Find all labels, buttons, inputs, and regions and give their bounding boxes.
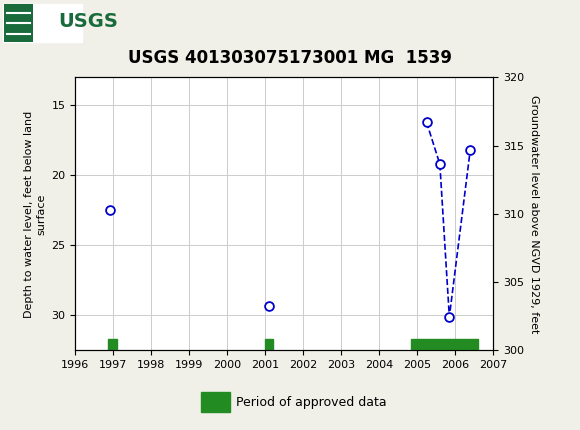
- Point: [105, 207, 114, 214]
- Y-axis label: Groundwater level above NGVD 1929, feet: Groundwater level above NGVD 1929, feet: [530, 95, 539, 333]
- Point: [435, 161, 444, 168]
- Y-axis label: Depth to water level, feet below land
surface: Depth to water level, feet below land su…: [24, 111, 46, 317]
- Bar: [265, 339, 273, 350]
- Text: USGS 401303075173001 MG  1539: USGS 401303075173001 MG 1539: [128, 49, 452, 67]
- Text: Period of approved data: Period of approved data: [236, 396, 387, 408]
- Bar: [201, 392, 230, 412]
- FancyBboxPatch shape: [3, 3, 82, 42]
- Text: USGS: USGS: [58, 12, 118, 31]
- Bar: [108, 339, 117, 350]
- Point: [466, 147, 475, 154]
- Bar: [4, 3, 33, 42]
- Point: [445, 313, 454, 320]
- Bar: [411, 339, 478, 350]
- Point: [422, 119, 431, 126]
- Point: [264, 302, 274, 309]
